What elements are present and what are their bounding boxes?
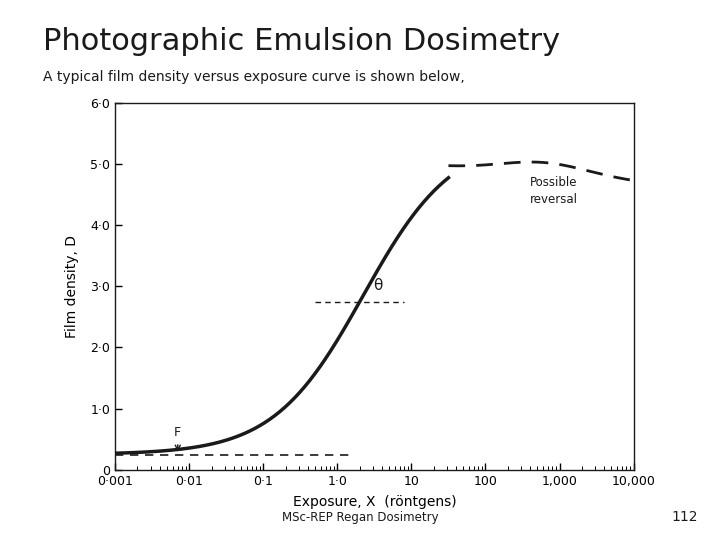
Text: Photographic Emulsion Dosimetry: Photographic Emulsion Dosimetry bbox=[43, 27, 560, 56]
Text: MSc-REP Regan Dosimetry: MSc-REP Regan Dosimetry bbox=[282, 511, 438, 524]
Text: A typical film density versus exposure curve is shown below,: A typical film density versus exposure c… bbox=[43, 70, 465, 84]
Text: θ: θ bbox=[373, 278, 382, 293]
Y-axis label: Film density, D: Film density, D bbox=[66, 235, 79, 338]
Text: 112: 112 bbox=[672, 510, 698, 524]
X-axis label: Exposure, X  (röntgens): Exposure, X (röntgens) bbox=[292, 495, 456, 509]
Text: Possible
reversal: Possible reversal bbox=[530, 177, 578, 206]
Text: F: F bbox=[174, 426, 181, 450]
